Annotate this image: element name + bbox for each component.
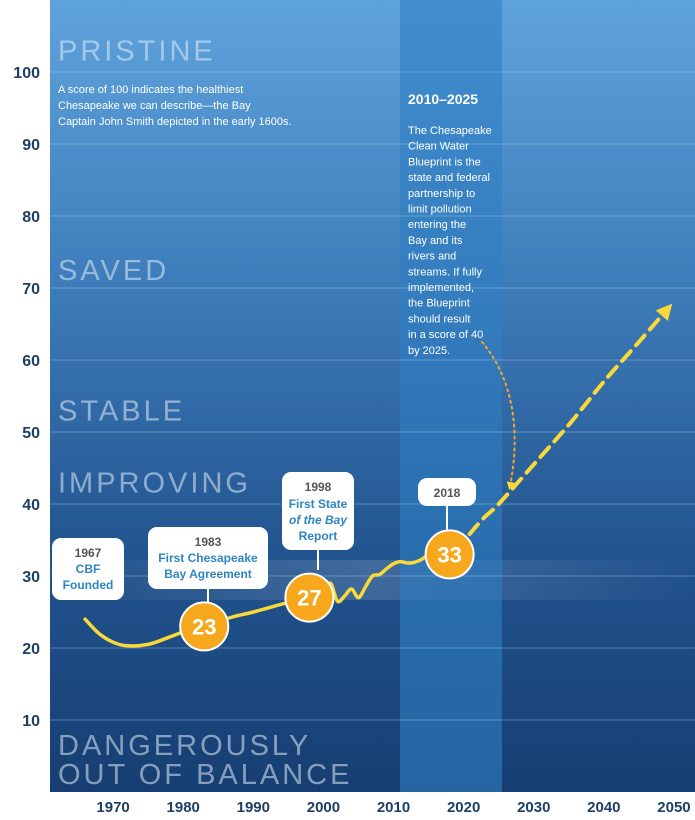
callout-1967-line: CBF: [76, 562, 101, 576]
badge-2018-value: 33: [437, 542, 461, 567]
x-tick-label: 1970: [96, 799, 129, 816]
pristine-note: A score of 100 indicates the healthiest …: [58, 84, 292, 128]
callout-1998-line: of the Bay: [289, 513, 348, 527]
callout-1983-year: 1983: [195, 535, 222, 549]
blueprint-text-line: entering the: [408, 219, 466, 231]
blueprint-pointer: [481, 341, 516, 490]
callout-1983-box: [148, 527, 268, 589]
zone-label-pristine: PRISTINE: [58, 35, 216, 67]
callout-1998-line: Report: [299, 529, 338, 543]
y-tick-label: 40: [22, 497, 40, 514]
series-actual-line: [83, 548, 459, 648]
y-tick-label: 70: [22, 281, 40, 298]
callout-1998-first: First State: [289, 497, 348, 511]
callout-1967: 1967 CBF Founded: [52, 538, 124, 600]
callout-1998-line: First State: [289, 497, 348, 511]
callout-1998-year: 1998: [305, 480, 332, 494]
zone-label-dangerous-2: OUT OF BALANCE: [58, 759, 352, 791]
zone-label-saved: SAVED: [58, 255, 169, 287]
x-tick-label: 2020: [447, 799, 480, 816]
callout-1998: 1998 First State of the Bay Report: [282, 472, 354, 570]
blueprint-text-line: the Blueprint: [408, 298, 470, 310]
horizon-glow: [50, 560, 695, 600]
x-tick-label: 1990: [237, 799, 270, 816]
callout-1967-box: [52, 538, 124, 600]
pristine-note-line: Chesapeake we can describe—the Bay: [58, 100, 251, 112]
blueprint-text-line: rivers and: [408, 251, 456, 263]
y-tick-label: 100: [13, 65, 40, 82]
plot-background: [50, 0, 695, 792]
badge-2018: [424, 529, 475, 580]
y-tick-label: 50: [22, 425, 40, 442]
series-projection-line: [454, 303, 673, 553]
blueprint-band: [400, 0, 502, 792]
zone-label-dangerous-1: DANGEROUSLY: [58, 730, 311, 762]
y-tick-label: 10: [22, 713, 40, 730]
callout-1998-box: [282, 472, 354, 550]
badge-1983: [179, 601, 230, 652]
y-tick-label: 90: [22, 137, 40, 154]
y-tick-label: 20: [22, 641, 40, 658]
blueprint-text-line: The Chesapeake: [408, 125, 492, 137]
blueprint-text-line: implemented,: [408, 282, 474, 294]
badge-1998-value: 27: [297, 586, 321, 611]
callout-1967-line: Founded: [63, 578, 114, 592]
y-tick-label: 30: [22, 569, 40, 586]
callout-2018-year: 2018: [434, 486, 461, 500]
x-tick-label: 2030: [517, 799, 550, 816]
blueprint-description: The Chesapeake Clean Water Blueprint is th…: [408, 125, 492, 357]
zone-label-stable: STABLE: [58, 395, 185, 427]
blueprint-text-line: Blueprint is the: [408, 156, 481, 168]
x-tick-label: 2040: [587, 799, 620, 816]
callout-1983: 1983 First Chesapeake Bay Agreement: [148, 527, 268, 610]
y-tick-label: 60: [22, 353, 40, 370]
y-axis: 10 20 30 40 50 60 70 80 90 100: [13, 65, 40, 730]
callout-1967-year: 1967: [75, 546, 102, 560]
blueprint-text-line: partnership to: [408, 188, 475, 200]
callout-2018: 2018: [418, 478, 476, 533]
blueprint-heading: 2010–2025: [408, 91, 478, 107]
callout-2018-box: [418, 478, 476, 506]
pristine-note-line: Captain John Smith depicted in the early…: [58, 116, 292, 128]
blueprint-text-line: limit pollution: [408, 204, 472, 216]
zone-labels: PRISTINE SAVED STABLE IMPROVING DANGEROUSLYO…: [58, 35, 352, 791]
blueprint-text-line: state and federal: [408, 172, 490, 184]
blueprint-text-line: should result: [408, 313, 470, 325]
callout-1983-line: First Chesapeake: [158, 551, 258, 565]
blueprint-text-line: Bay and its: [408, 235, 463, 247]
badge-1998: [284, 572, 335, 623]
y-tick-label: 80: [22, 209, 40, 226]
x-axis: 1970 1980 1990 2000 2010 2020 2030 2040 2050: [96, 799, 690, 816]
x-tick-label: 2000: [307, 799, 340, 816]
blueprint-text-line: Clean Water: [408, 141, 469, 153]
blueprint-text-line: in a score of 40: [408, 329, 483, 341]
blueprint-panel: 2010–2025 The Chesapeake Clean Water Bluep…: [408, 91, 492, 357]
pristine-note-line: A score of 100 indicates the healthiest: [58, 84, 243, 96]
callout-1983-line: Bay Agreement: [164, 567, 252, 581]
badge-1983-value: 23: [192, 614, 216, 639]
x-tick-label: 2010: [377, 799, 410, 816]
blueprint-text-line: by 2025.: [408, 345, 450, 357]
x-tick-label: 1980: [167, 799, 200, 816]
blueprint-text-line: streams. If fully: [408, 266, 482, 278]
zone-label-improving: IMPROVING: [58, 467, 251, 499]
score-badges: 23 27 33: [179, 529, 475, 652]
x-tick-label: 2050: [657, 799, 690, 816]
